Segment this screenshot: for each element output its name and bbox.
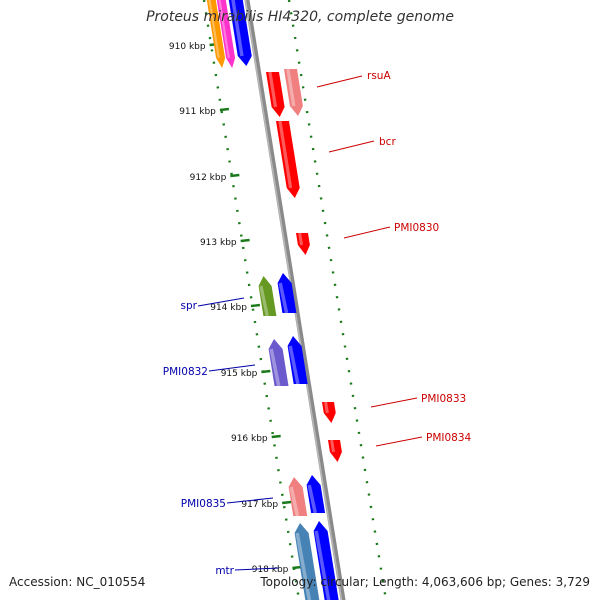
gene-mtr-partner-shine <box>314 530 331 600</box>
label-leader-right <box>375 436 423 447</box>
gene-rsuA-inner-shine <box>268 71 278 108</box>
gene-PMI0833 <box>322 402 336 423</box>
label-leader-right <box>328 140 375 153</box>
tick-mark <box>219 107 230 112</box>
inner-dotted-track <box>202 0 301 600</box>
gene-mtr <box>294 523 320 600</box>
gene-PMI0835-partner <box>306 475 326 513</box>
gene-label-PMI0832: PMI0832 <box>163 366 208 378</box>
gene-label-spr: spr <box>181 300 198 312</box>
gene-label-PMI0830: PMI0830 <box>394 222 439 234</box>
gene-rsuA-shine <box>286 68 296 107</box>
tick-label: 912 kbp <box>190 173 227 183</box>
gene-label-mtr: mtr <box>215 565 234 577</box>
gene-label-bcr: bcr <box>379 136 396 148</box>
gene-PMI0835-partner-shine <box>307 484 317 514</box>
tick-label: 916 kbp <box>231 434 268 444</box>
gene-PMI0833-shine <box>324 401 329 414</box>
gene-PMI0832 <box>268 339 289 386</box>
tick-label: 915 kbp <box>221 369 258 379</box>
gene-label-rsuA: rsuA <box>367 70 391 82</box>
label-leader-right <box>370 397 418 408</box>
tick-mark <box>292 565 302 570</box>
backbone-line <box>244 0 346 600</box>
gene-orange-top-shine <box>208 0 220 59</box>
gene-spr-partner <box>277 273 297 313</box>
label-leader-left <box>197 297 245 307</box>
tick-label: 914 kbp <box>210 303 247 313</box>
gene-orange-top <box>206 0 226 68</box>
gene-PMI0834-shine <box>330 439 336 453</box>
gene-PMI0835-shine <box>289 486 300 517</box>
gene-spr-shine <box>259 285 269 317</box>
gene-mtr-shine <box>295 532 312 600</box>
tick-label: 918 kbp <box>252 565 289 575</box>
gene-PMI0835 <box>288 477 308 516</box>
gene-PMI0830-shine <box>298 232 304 246</box>
gene-spr-partner-shine <box>278 282 289 314</box>
label-leader-left <box>208 364 256 372</box>
map-title: Proteus mirabilis HI4320, complete genom… <box>146 9 454 25</box>
accession-text: Accession: NC_010554 <box>9 575 146 589</box>
label-leader-right <box>343 226 391 239</box>
gene-rsuA <box>284 69 303 116</box>
gene-PMI0832-partner <box>287 336 308 384</box>
tick-label: 911 kbp <box>179 107 216 117</box>
tick-mark <box>271 434 281 439</box>
tick-label: 913 kbp <box>200 238 237 248</box>
outer-dotted-track <box>287 0 388 600</box>
gene-blue-top-shine <box>231 0 244 57</box>
tick-mark <box>281 500 292 505</box>
label-leader-left <box>226 497 274 504</box>
gene-label-PMI0834: PMI0834 <box>426 432 472 444</box>
gene-PMI0834 <box>328 440 342 462</box>
tick-mark <box>230 173 240 178</box>
gene-label-PMI0833: PMI0833 <box>421 393 466 405</box>
gene-PMI0832-partner-shine <box>288 345 300 385</box>
gene-magenta-top-shine <box>218 0 230 59</box>
gene-blue-top <box>228 0 252 66</box>
gene-label-PMI0835: PMI0835 <box>181 498 226 510</box>
genome-summary-text: Topology: circular; Length: 4,063,606 bp… <box>260 575 590 589</box>
gene-bcr-shine <box>278 120 293 189</box>
tick-mark <box>261 369 271 374</box>
label-leader-left <box>234 567 280 571</box>
gene-magenta-top <box>216 0 236 68</box>
gene-mtr-partner <box>313 521 339 600</box>
gene-rsuA-inner <box>266 72 285 117</box>
gene-PMI0832-shine <box>269 348 281 387</box>
label-leader-right <box>316 75 363 88</box>
gene-spr <box>258 276 277 316</box>
gene-bcr <box>276 121 300 198</box>
tick-mark <box>240 238 250 243</box>
tick-label: 917 kbp <box>241 500 278 510</box>
tick-mark <box>250 303 261 308</box>
gene-PMI0830 <box>296 233 310 255</box>
tick-label: 910 kbp <box>169 42 206 52</box>
